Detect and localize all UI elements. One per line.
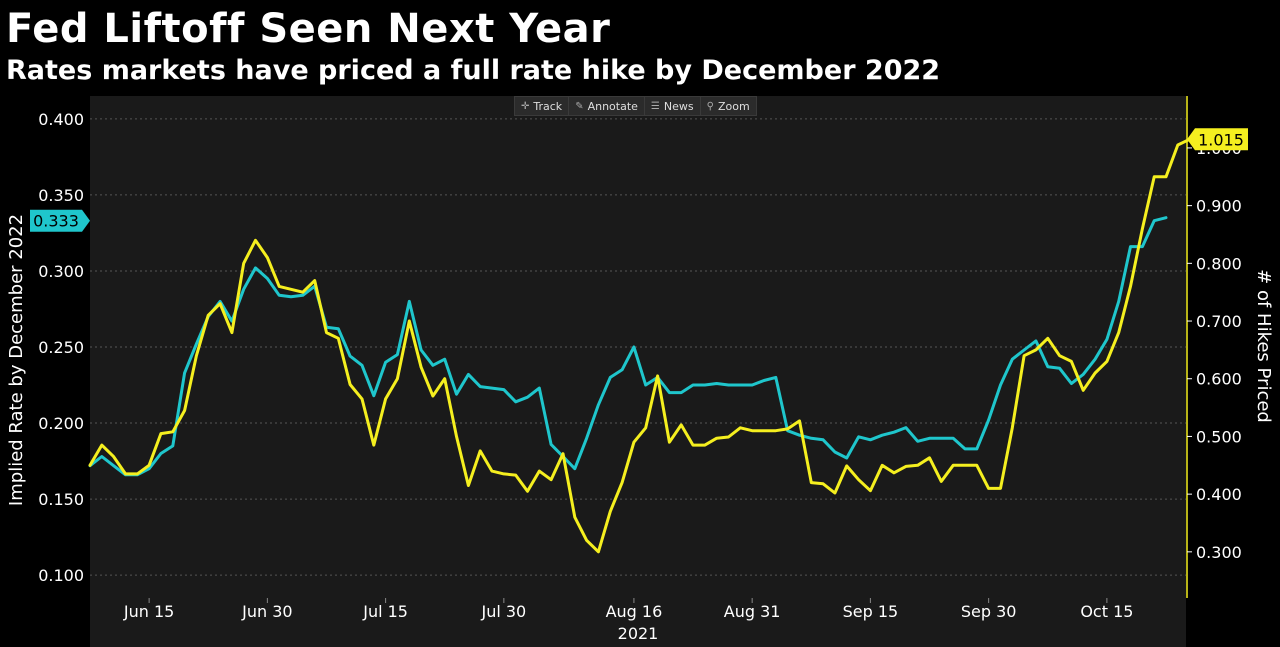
x-axis-label: 2021 bbox=[618, 624, 659, 643]
left-tick-label: 0.400 bbox=[38, 110, 84, 129]
implied-rate-series-line bbox=[88, 216, 1168, 477]
crosshair-icon: ✛ bbox=[521, 100, 530, 112]
chart-title: Fed Liftoff Seen Next Year bbox=[6, 6, 611, 52]
left-tick-label: 0.250 bbox=[38, 338, 84, 357]
left-tick-label: 0.300 bbox=[38, 262, 84, 281]
right-tick-label: 0.800 bbox=[1196, 254, 1242, 273]
x-tick-label: Jun 15 bbox=[123, 602, 174, 621]
chart-toolbar: ✛ Track ✎ Annotate ☰ News ⚲ Zoom bbox=[514, 96, 757, 116]
right-axis-label: # of Hikes Priced bbox=[1253, 269, 1274, 423]
x-tick-label: Oct 15 bbox=[1080, 602, 1133, 621]
x-tick-label: Sep 15 bbox=[843, 602, 899, 621]
x-tick-label: Aug 16 bbox=[606, 602, 663, 621]
x-tick-label: Jul 30 bbox=[480, 602, 526, 621]
hikes-priced-series-line bbox=[88, 137, 1192, 554]
hikes-last-value-label: 1.015 bbox=[1198, 130, 1244, 149]
rate-last-value-tag bbox=[30, 209, 90, 232]
right-tick-label: 0.500 bbox=[1196, 427, 1242, 446]
zoom-label: Zoom bbox=[717, 99, 750, 113]
chart-subtitle: Rates markets have priced a full rate hi… bbox=[6, 55, 941, 86]
right-tick-label: 0.700 bbox=[1196, 312, 1242, 331]
x-tick-label: Aug 31 bbox=[724, 602, 781, 621]
news-label: News bbox=[663, 99, 694, 113]
news-icon: ☰ bbox=[650, 100, 660, 112]
track-button[interactable]: ✛ Track bbox=[515, 97, 570, 115]
track-label: Track bbox=[533, 99, 563, 113]
left-tick-label: 0.150 bbox=[38, 490, 84, 509]
hikes-last-value-tag bbox=[1187, 128, 1248, 151]
annotate-button[interactable]: ✎ Annotate bbox=[569, 97, 645, 115]
magnifier-icon: ⚲ bbox=[706, 100, 714, 112]
left-axis-label: Implied Rate by December 2022 bbox=[6, 214, 27, 506]
annotate-label: Annotate bbox=[587, 99, 638, 113]
right-tick-label: 0.600 bbox=[1196, 370, 1242, 389]
left-tick-label: 0.100 bbox=[38, 566, 84, 585]
right-tick-label: 0.300 bbox=[1196, 543, 1242, 562]
x-tick-label: Sep 30 bbox=[961, 602, 1017, 621]
x-tick-label: Jun 30 bbox=[241, 602, 292, 621]
plot-area[interactable] bbox=[90, 96, 1186, 598]
left-tick-label: 0.350 bbox=[38, 186, 84, 205]
pencil-icon: ✎ bbox=[575, 100, 584, 112]
news-button[interactable]: ☰ News bbox=[645, 97, 701, 115]
right-tick-label: 0.900 bbox=[1196, 197, 1242, 216]
rate-last-value-label: 0.333 bbox=[33, 212, 79, 231]
x-axis-band bbox=[90, 598, 1186, 647]
zoom-button[interactable]: ⚲ Zoom bbox=[701, 97, 756, 115]
left-tick-label: 0.200 bbox=[38, 414, 84, 433]
x-tick-label: Jul 15 bbox=[362, 602, 408, 621]
right-tick-label: 0.400 bbox=[1196, 485, 1242, 504]
